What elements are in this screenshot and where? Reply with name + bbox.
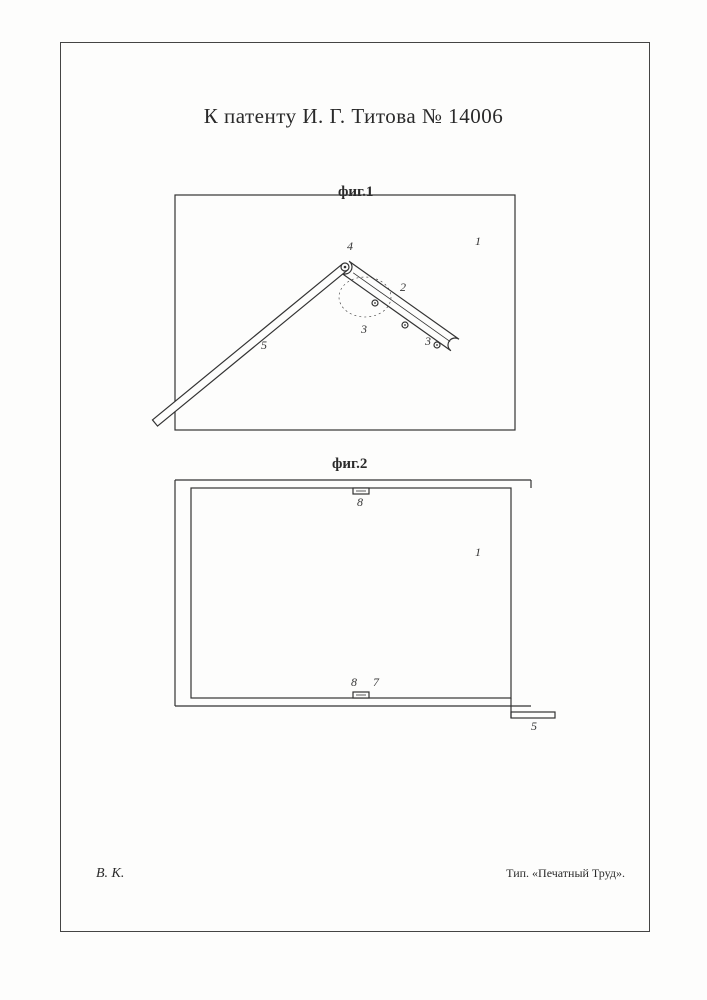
svg-text:3: 3: [424, 334, 431, 348]
svg-text:3: 3: [360, 322, 367, 336]
fig2-label: фиг.2: [332, 456, 367, 473]
svg-text:2: 2: [400, 280, 406, 294]
svg-text:5: 5: [531, 719, 537, 733]
fig1-svg: 1 2 3 3 4 5: [175, 195, 515, 430]
svg-text:8: 8: [357, 495, 363, 509]
footer-left: В. К.: [96, 866, 124, 882]
svg-text:4: 4: [347, 239, 353, 253]
svg-text:1: 1: [475, 545, 481, 559]
svg-text:5: 5: [261, 338, 267, 352]
svg-text:8: 8: [351, 675, 357, 689]
svg-text:7: 7: [373, 675, 380, 689]
svg-text:1: 1: [475, 234, 481, 248]
fig2-svg: 18875: [175, 476, 535, 724]
fig2-diagram: 18875: [175, 476, 535, 724]
page: К патенту И. Г. Титова № 14006 фиг.1 123…: [0, 0, 707, 1000]
fig1-diagram: 1 2 3 3 4 5: [175, 195, 515, 430]
document-title: К патенту И. Г. Титова № 14006: [0, 104, 707, 129]
footer-right: Тип. «Печатный Труд».: [506, 866, 625, 881]
